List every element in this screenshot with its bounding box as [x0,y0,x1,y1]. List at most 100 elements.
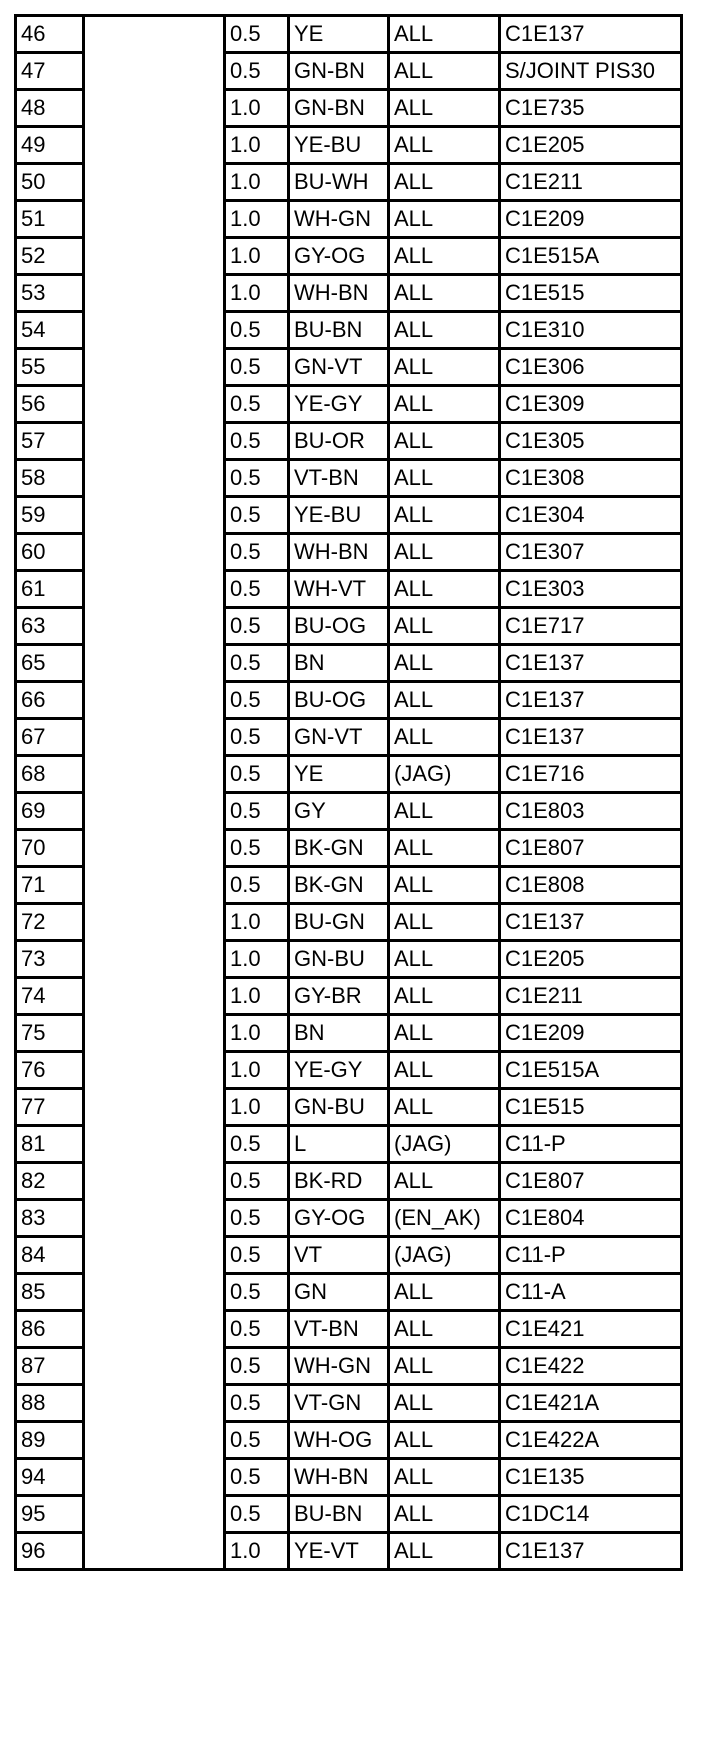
circuit-cell: C1E306 [498,347,683,387]
circuit-cell: C1E137 [498,1531,683,1571]
pin-cell: 57 [14,421,85,461]
circuit-cell: C1E205 [498,125,683,165]
size-cell: 0.5 [223,384,290,424]
variant-cell: ALL [387,88,501,128]
color-cell: VT-BN [287,1309,390,1349]
circuit-cell: C1E735 [498,88,683,128]
size-cell: 0.5 [223,310,290,350]
variant-cell: (EN_AK) [387,1198,501,1238]
color-cell: YE [287,14,390,54]
size-cell: 1.0 [223,1531,290,1571]
table-row: 69 0.5 GY ALL C1E803 [14,791,683,831]
wiring-table-body: 46 0.5 YE ALL C1E137 47 0.5 GN-BN ALL S/JOINT PIS… [14,14,683,1571]
size-cell: 0.5 [223,643,290,683]
circuit-cell: C11-P [498,1124,683,1164]
size-cell: 0.5 [223,347,290,387]
circuit-cell: C1E305 [498,421,683,461]
variant-cell: ALL [387,421,501,461]
pin-cell: 89 [14,1420,85,1460]
color-cell: GN-VT [287,347,390,387]
size-cell: 0.5 [223,754,290,794]
table-row: 74 1.0 GY-BR ALL C1E211 [14,976,683,1016]
blank-cell [82,792,226,830]
color-cell: L [287,1124,390,1164]
pin-cell: 52 [14,236,85,276]
variant-cell: ALL [387,976,501,1016]
blank-cell [82,1236,226,1274]
blank-cell [82,459,226,497]
table-row: 67 0.5 GN-VT ALL C1E137 [14,717,683,757]
variant-cell: ALL [387,384,501,424]
circuit-cell: C1E209 [498,199,683,239]
color-cell: GY-OG [287,1198,390,1238]
blank-cell [82,533,226,571]
variant-cell: ALL [387,1457,501,1497]
blank-cell [82,52,226,90]
color-cell: YE-BU [287,125,390,165]
pin-cell: 96 [14,1531,85,1571]
size-cell: 1.0 [223,1013,290,1053]
circuit-cell: C1E422A [498,1420,683,1460]
blank-cell [82,903,226,941]
size-cell: 1.0 [223,1050,290,1090]
size-cell: 1.0 [223,88,290,128]
pin-cell: 71 [14,865,85,905]
variant-cell: ALL [387,162,501,202]
blank-cell [82,89,226,127]
size-cell: 0.5 [223,458,290,498]
color-cell: WH-GN [287,1346,390,1386]
circuit-cell: C1E308 [498,458,683,498]
size-cell: 1.0 [223,902,290,942]
pin-cell: 50 [14,162,85,202]
table-row: 82 0.5 BK-RD ALL C1E807 [14,1161,683,1201]
table-row: 59 0.5 YE-BU ALL C1E304 [14,495,683,535]
blank-cell [82,570,226,608]
variant-cell: ALL [387,495,501,535]
circuit-cell: C1E137 [498,902,683,942]
color-cell: VT [287,1235,390,1275]
variant-cell: ALL [387,643,501,683]
table-row: 51 1.0 WH-GN ALL C1E209 [14,199,683,239]
blank-cell [82,718,226,756]
variant-cell: ALL [387,236,501,276]
circuit-cell: S/JOINT PIS30 [498,51,683,91]
table-row: 94 0.5 WH-BN ALL C1E135 [14,1457,683,1497]
circuit-cell: C1E137 [498,14,683,54]
size-cell: 0.5 [223,14,290,54]
circuit-cell: C1E803 [498,791,683,831]
blank-cell [82,385,226,423]
blank-cell [82,607,226,645]
circuit-cell: C1E209 [498,1013,683,1053]
color-cell: YE-GY [287,1050,390,1090]
variant-cell: ALL [387,606,501,646]
pin-cell: 58 [14,458,85,498]
color-cell: BK-RD [287,1161,390,1201]
variant-cell: ALL [387,1383,501,1423]
variant-cell: (JAG) [387,1124,501,1164]
blank-cell [82,163,226,201]
blank-cell [82,422,226,460]
pin-cell: 67 [14,717,85,757]
variant-cell: ALL [387,1494,501,1534]
color-cell: YE-VT [287,1531,390,1571]
color-cell: BN [287,643,390,683]
size-cell: 0.5 [223,1420,290,1460]
pin-cell: 84 [14,1235,85,1275]
pin-cell: 49 [14,125,85,165]
circuit-cell: C11-A [498,1272,683,1312]
blank-cell [82,1125,226,1163]
circuit-cell: C1E515 [498,273,683,313]
table-row: 87 0.5 WH-GN ALL C1E422 [14,1346,683,1386]
circuit-cell: C1E717 [498,606,683,646]
blank-cell [82,1014,226,1052]
variant-cell: ALL [387,939,501,979]
blank-cell [82,755,226,793]
table-row: 70 0.5 BK-GN ALL C1E807 [14,828,683,868]
size-cell: 0.5 [223,1346,290,1386]
table-row: 71 0.5 BK-GN ALL C1E808 [14,865,683,905]
table-row: 83 0.5 GY-OG (EN_AK) C1E804 [14,1198,683,1238]
variant-cell: ALL [387,532,501,572]
variant-cell: ALL [387,1013,501,1053]
color-cell: WH-OG [287,1420,390,1460]
blank-cell [82,126,226,164]
